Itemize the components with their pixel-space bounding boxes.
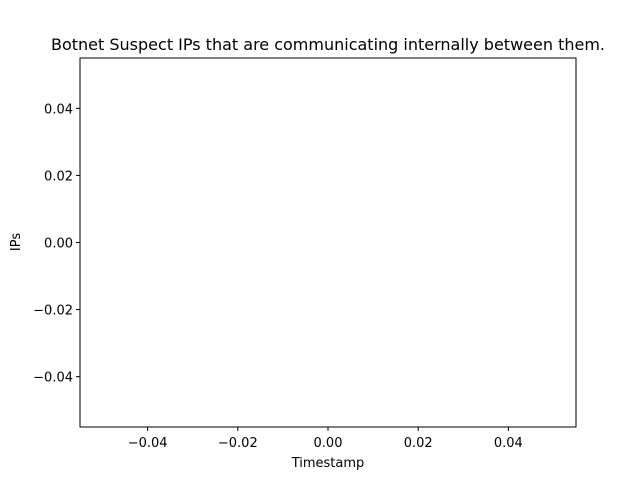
y-tick-label: −0.02 xyxy=(33,304,73,319)
y-axis: −0.04 −0.02 0.00 0.02 0.04 xyxy=(33,102,80,386)
x-tick-label: 0.04 xyxy=(494,436,523,451)
y-tick-label: 0.02 xyxy=(44,169,73,184)
y-tick-label: 0.00 xyxy=(44,237,73,252)
chart-title: Botnet Suspect IPs that are communicatin… xyxy=(51,35,605,54)
y-axis-label: IPs xyxy=(9,233,24,251)
x-axis-label: Timestamp xyxy=(291,456,365,471)
x-tick-label: −0.02 xyxy=(218,436,258,451)
x-tick-label: 0.02 xyxy=(404,436,433,451)
x-axis: −0.04 −0.02 0.00 0.02 0.04 xyxy=(128,427,523,451)
x-tick-label: −0.04 xyxy=(128,436,168,451)
x-tick-label: 0.00 xyxy=(314,436,343,451)
y-tick-label: −0.04 xyxy=(33,371,73,386)
y-tick-label: 0.04 xyxy=(44,102,73,117)
